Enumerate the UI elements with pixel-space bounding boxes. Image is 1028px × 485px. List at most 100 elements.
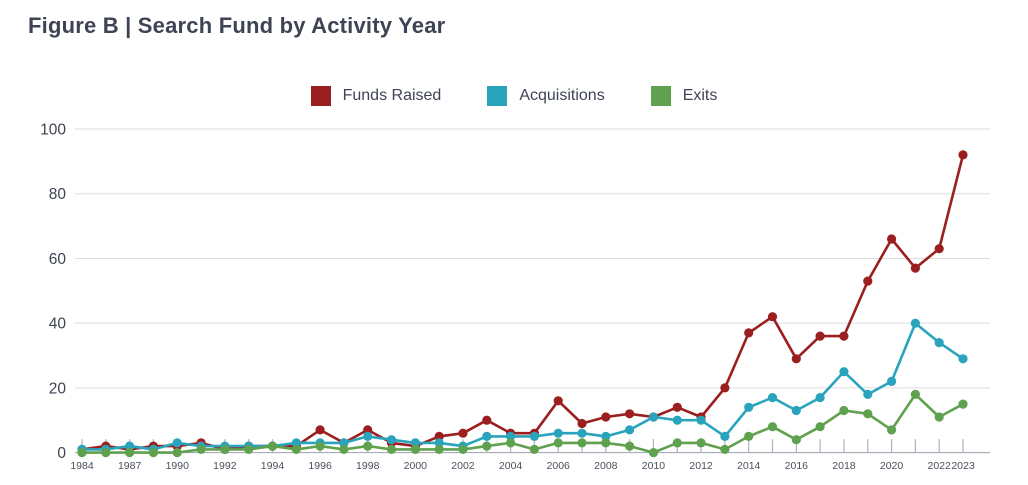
y-tick-label: 60 <box>49 251 67 268</box>
data-point-exits <box>386 444 397 454</box>
x-tick-label: 2004 <box>499 460 523 472</box>
x-tick-label: 2014 <box>737 460 761 472</box>
legend-label-funds-raised: Funds Raised <box>342 87 442 104</box>
series-line-exits <box>82 393 964 454</box>
y-tick-label: 100 <box>40 122 66 139</box>
data-point-exits <box>625 441 635 451</box>
data-point-exits <box>196 444 206 454</box>
data-point-funds-raised <box>363 425 373 435</box>
data-point-funds-raised <box>744 328 754 338</box>
x-tick-label: 2016 <box>785 460 809 472</box>
data-point-exits <box>267 441 278 451</box>
data-point-acquisitions <box>291 438 301 448</box>
exits-swatch-icon <box>650 86 671 106</box>
x-tick-label: 1998 <box>356 460 380 472</box>
x-tick-label: 2012 <box>689 460 713 472</box>
data-point-funds-raised <box>553 396 563 406</box>
data-point-exits <box>291 444 301 454</box>
data-point-exits <box>410 444 420 454</box>
data-point-acquisitions <box>625 425 635 435</box>
acquisitions-swatch-icon <box>487 86 508 106</box>
series-line-acquisitions <box>82 321 964 451</box>
data-point-acquisitions <box>934 338 944 348</box>
data-point-funds-raised <box>934 244 944 254</box>
data-point-exits <box>910 389 921 399</box>
data-point-acquisitions <box>767 393 778 403</box>
data-point-exits <box>148 448 158 458</box>
data-point-acquisitions <box>815 393 825 403</box>
data-point-exits <box>839 405 849 416</box>
data-point-acquisitions <box>172 438 182 448</box>
x-tick-label: 2002 <box>451 460 475 472</box>
data-point-acquisitions <box>863 389 873 399</box>
data-point-exits <box>601 438 611 448</box>
data-point-exits <box>577 438 587 448</box>
data-point-funds-raised <box>458 428 468 438</box>
data-point-funds-raised <box>434 431 444 441</box>
data-point-exits <box>553 438 563 448</box>
x-tick-label: 2018 <box>832 460 856 472</box>
data-point-acquisitions <box>648 412 659 422</box>
data-point-acquisitions <box>887 376 897 386</box>
data-point-acquisitions <box>529 431 540 441</box>
data-point-exits <box>220 444 230 454</box>
data-point-exits <box>101 448 111 458</box>
data-point-acquisitions <box>839 367 849 377</box>
data-point-acquisitions <box>672 415 682 425</box>
x-tick-label: 1990 <box>166 460 190 472</box>
data-point-exits <box>958 399 968 409</box>
data-point-exits <box>339 444 349 454</box>
data-point-acquisitions <box>410 438 420 448</box>
data-point-funds-raised <box>482 415 492 425</box>
data-point-funds-raised <box>315 425 325 435</box>
legend-label-exits: Exits <box>682 87 718 104</box>
x-tick-label: 1987 <box>118 460 142 472</box>
data-point-acquisitions <box>363 431 373 441</box>
data-point-exits <box>244 444 254 454</box>
data-point-exits <box>648 448 659 458</box>
data-point-acquisitions <box>434 438 444 448</box>
data-point-exits <box>696 438 706 448</box>
x-tick-label: 2010 <box>642 460 666 472</box>
x-tick-label: 2008 <box>594 460 618 472</box>
data-point-acquisitions <box>696 415 706 425</box>
data-point-funds-raised <box>672 402 682 412</box>
data-point-acquisitions <box>958 354 968 364</box>
data-point-exits <box>767 422 778 432</box>
data-point-acquisitions <box>910 318 921 328</box>
data-point-exits <box>434 444 444 454</box>
x-tick-label: 2006 <box>547 460 571 472</box>
x-tick-label: 2023 <box>951 460 975 472</box>
page-title: Figure B | Search Fund by Activity Year <box>28 13 446 38</box>
data-point-exits <box>863 409 873 419</box>
legend-item-funds-raised: Funds Raised <box>310 86 442 106</box>
data-point-acquisitions <box>744 402 754 412</box>
data-point-exits <box>458 444 468 454</box>
series-line-funds-raised <box>81 154 965 451</box>
data-point-acquisitions <box>553 428 563 438</box>
data-point-exits <box>887 425 897 435</box>
x-tick-label: 1996 <box>308 460 332 472</box>
y-tick-label: 80 <box>49 186 67 203</box>
data-point-funds-raised <box>887 234 897 244</box>
data-point-funds-raised <box>625 409 635 419</box>
data-point-acquisitions <box>386 435 397 445</box>
data-point-funds-raised <box>601 412 611 422</box>
legend-item-acquisitions: Acquisitions <box>487 86 605 106</box>
legend-item-exits: Exits <box>650 86 718 106</box>
data-point-exits <box>363 441 373 451</box>
x-tick-label: 2000 <box>404 460 428 472</box>
data-point-exits <box>529 444 540 454</box>
data-point-funds-raised <box>958 150 968 160</box>
data-point-funds-raised <box>910 263 921 273</box>
data-point-funds-raised <box>839 331 849 341</box>
data-point-funds-raised <box>863 276 873 286</box>
data-point-acquisitions <box>791 405 801 416</box>
data-point-exits <box>506 438 516 448</box>
data-point-funds-raised <box>577 418 587 429</box>
data-point-acquisitions <box>339 438 349 448</box>
data-point-acquisitions <box>720 431 730 441</box>
data-point-exits <box>934 412 944 422</box>
chart-legend: Funds Raised Acquisitions Exits <box>0 86 1028 106</box>
